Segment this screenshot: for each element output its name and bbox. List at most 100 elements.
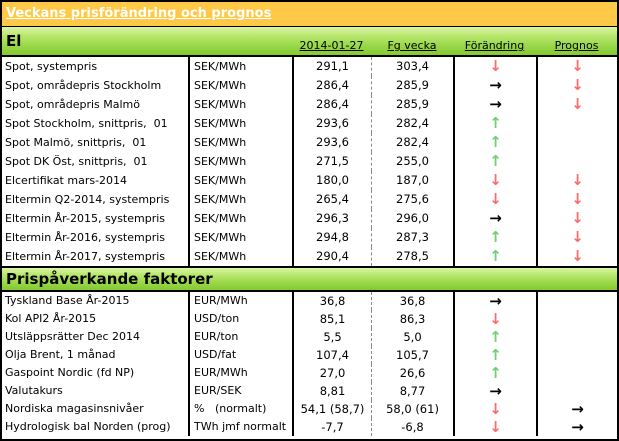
- forecast-arrow: ↓: [536, 228, 617, 247]
- current-value: 85,1: [292, 310, 371, 328]
- forecast-arrow: ↓: [536, 190, 617, 209]
- table-row: Utsläppsrätter Dec 2014 EUR/ton 5,5 5,0 …: [2, 328, 617, 346]
- section-title: El: [6, 32, 22, 50]
- row-unit: SEK/MWh: [188, 247, 292, 266]
- section-header: El 2014-01-27 Fg vecka Förändring Progno…: [2, 27, 617, 57]
- current-value: 5,5: [292, 328, 371, 346]
- change-arrow: ↓: [453, 57, 536, 76]
- row-label: Kol API2 År-2015: [5, 312, 97, 325]
- row-unit: SEK/MWh: [188, 133, 292, 152]
- table-row: Eltermin År-2017, systempris SEK/MWh 290…: [2, 247, 617, 266]
- table-row: Spot Stockholm, snittpris, 01 SEK/MWh 29…: [2, 114, 617, 133]
- table-row: Spot Malmö, snittpris, 01 SEK/MWh 293,6 …: [2, 133, 617, 152]
- row-label: Spot, systempris: [5, 60, 98, 73]
- row-unit: USD/ton: [188, 310, 292, 328]
- section-header: Prispåverkande faktorer: [2, 266, 617, 292]
- col-header-change: Förändring: [464, 39, 525, 52]
- row-unit: EUR/ton: [188, 328, 292, 346]
- change-arrow: ↑: [453, 133, 536, 152]
- report-title: Veckans prisförändring och prognos: [2, 2, 617, 27]
- row-unit: USD/fat: [188, 346, 292, 364]
- current-value: 27,0: [292, 364, 371, 382]
- row-unit: SEK/MWh: [188, 190, 292, 209]
- change-arrow: →: [453, 76, 536, 95]
- previous-value: 8,77: [371, 382, 453, 400]
- change-arrow: ↓: [453, 418, 536, 436]
- current-value: 36,8: [292, 292, 371, 310]
- current-value: 296,3: [292, 209, 371, 228]
- change-arrow: ↑: [453, 247, 536, 266]
- forecast-arrow: →: [536, 418, 617, 436]
- current-value: 291,1: [292, 57, 371, 76]
- change-arrow: ↓: [453, 310, 536, 328]
- table-row: Spot, systempris SEK/MWh 291,1 303,4 ↓ ↓: [2, 57, 617, 76]
- current-value: 107,4: [292, 346, 371, 364]
- change-arrow: ↑: [453, 152, 536, 171]
- change-arrow: ↑: [453, 364, 536, 382]
- table-row: Eltermin År-2015, systempris SEK/MWh 296…: [2, 209, 617, 228]
- table-row: Eltermin Q2-2014, systempris SEK/MWh 265…: [2, 190, 617, 209]
- row-label: Hydrologisk bal Norden (prog): [5, 420, 171, 433]
- change-arrow: ↓: [453, 190, 536, 209]
- previous-value: 187,0: [371, 171, 453, 190]
- change-arrow: →: [453, 292, 536, 310]
- col-header-prev-week: [371, 287, 453, 290]
- forecast-arrow: [536, 292, 617, 310]
- section-title: Prispåverkande faktorer: [6, 270, 213, 288]
- row-unit: SEK/MWh: [188, 95, 292, 114]
- previous-value: 86,3: [371, 310, 453, 328]
- current-value: 54,1 (58,7): [292, 400, 371, 418]
- row-label: Valutakurs: [5, 384, 63, 397]
- change-arrow: →: [453, 209, 536, 228]
- row-label: Spot, områdepris Malmö: [5, 98, 140, 111]
- table-row: Gaspoint Nordic (fd NP) EUR/MWh 27,0 26,…: [2, 364, 617, 382]
- table-row: Tyskland Base År-2015 EUR/MWh 36,8 36,8 …: [2, 292, 617, 310]
- row-unit: SEK/MWh: [188, 57, 292, 76]
- previous-value: 36,8: [371, 292, 453, 310]
- row-label: Spot, områdepris Stockholm: [5, 79, 162, 92]
- previous-value: 285,9: [371, 95, 453, 114]
- row-unit: SEK/MWh: [188, 209, 292, 228]
- change-arrow: ↑: [453, 228, 536, 247]
- row-unit: EUR/SEK: [188, 382, 292, 400]
- row-unit: EUR/MWh: [188, 292, 292, 310]
- table-row: Spot, områdepris Malmö SEK/MWh 286,4 285…: [2, 95, 617, 114]
- current-value: 293,6: [292, 133, 371, 152]
- row-label: Eltermin År-2017, systempris: [5, 250, 166, 263]
- current-value: 290,4: [292, 247, 371, 266]
- forecast-arrow: ↓: [536, 57, 617, 76]
- col-header-date: 2014-01-27: [299, 39, 364, 52]
- row-label: Elcertifikat mars-2014: [5, 174, 128, 187]
- current-value: 8,81: [292, 382, 371, 400]
- forecast-arrow: [536, 152, 617, 171]
- table-row: Kol API2 År-2015 USD/ton 85,1 86,3 ↓: [2, 310, 617, 328]
- row-label: Gaspoint Nordic (fd NP): [5, 366, 135, 379]
- previous-value: 255,0: [371, 152, 453, 171]
- row-label: Nordiska magasinsnivåer: [5, 402, 144, 415]
- current-value: 265,4: [292, 190, 371, 209]
- current-value: 294,8: [292, 228, 371, 247]
- col-header-forecast: Prognos: [554, 39, 599, 52]
- row-label: Eltermin År-2016, systempris: [5, 231, 166, 244]
- current-value: 286,4: [292, 76, 371, 95]
- table-row: Eltermin År-2016, systempris SEK/MWh 294…: [2, 228, 617, 247]
- forecast-arrow: [536, 328, 617, 346]
- row-unit: EUR/MWh: [188, 364, 292, 382]
- row-label: Eltermin Q2-2014, systempris: [5, 193, 170, 206]
- previous-value: 58,0 (61): [371, 400, 453, 418]
- previous-value: 303,4: [371, 57, 453, 76]
- current-value: 293,6: [292, 114, 371, 133]
- row-label: Spot DK Öst, snittpris, 01: [5, 155, 148, 168]
- previous-value: 105,7: [371, 346, 453, 364]
- forecast-arrow: ↓: [536, 209, 617, 228]
- current-value: 286,4: [292, 95, 371, 114]
- price-table-body: El 2014-01-27 Fg vecka Förändring Progno…: [2, 27, 617, 436]
- previous-value: 5,0: [371, 328, 453, 346]
- forecast-arrow: [536, 114, 617, 133]
- table-row: Olja Brent, 1 månad USD/fat 107,4 105,7 …: [2, 346, 617, 364]
- change-arrow: ↑: [453, 328, 536, 346]
- current-value: -7,7: [292, 418, 371, 436]
- col-header-prev-week: Fg vecka: [387, 39, 437, 52]
- forecast-arrow: [536, 133, 617, 152]
